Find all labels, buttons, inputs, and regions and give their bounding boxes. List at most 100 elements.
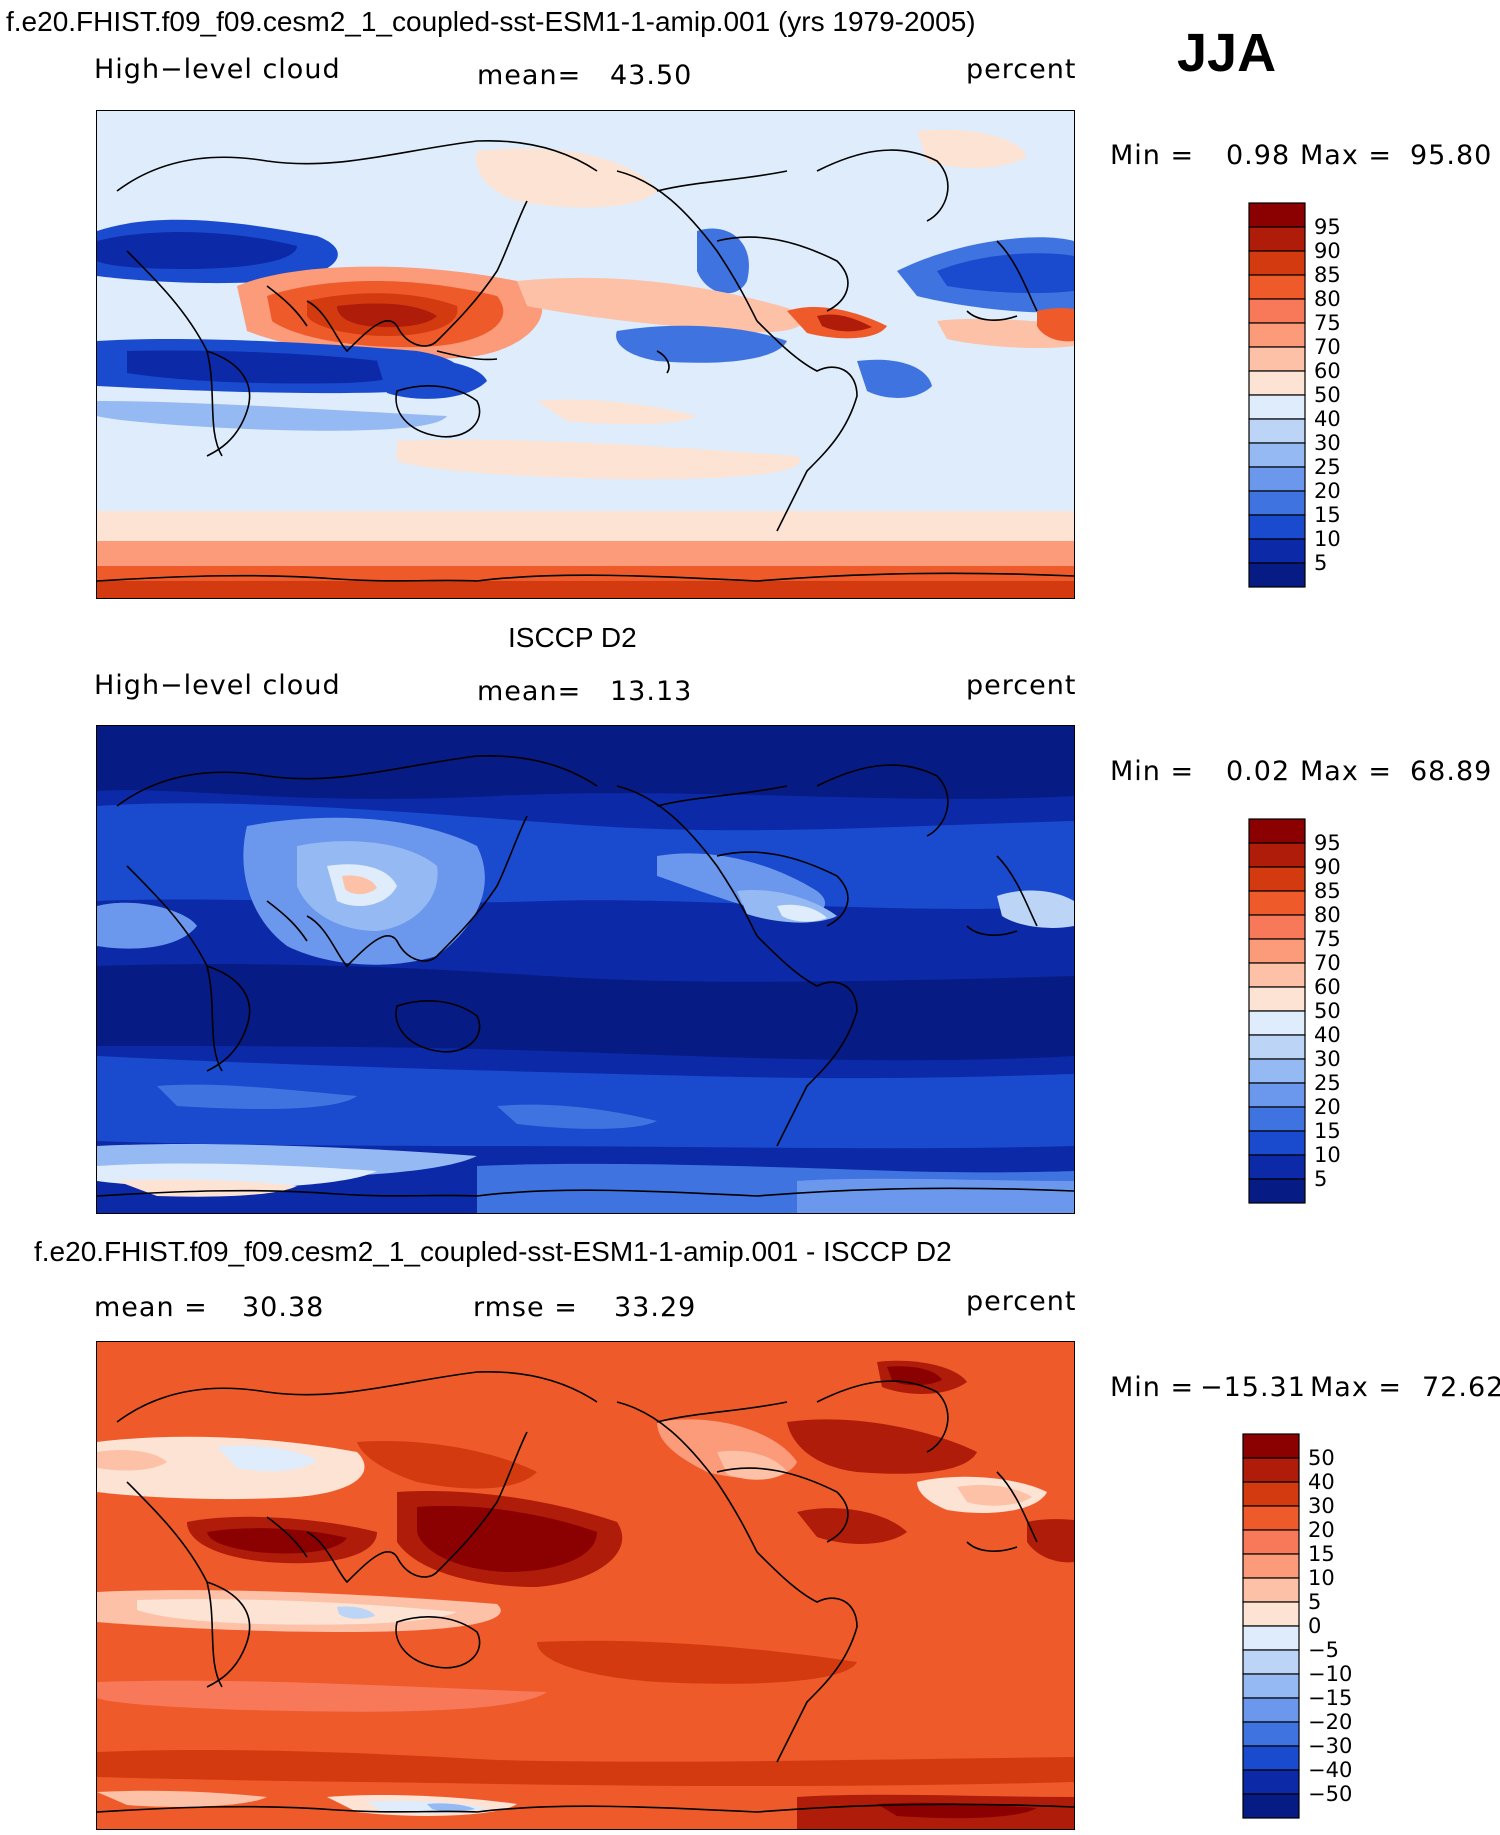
- panel2-mean-label: mean=: [477, 676, 582, 707]
- panel2-heading: ISCCP D2: [508, 622, 637, 653]
- colorbar-tick-label: −30: [1308, 1734, 1353, 1758]
- colorbar-swatch: [1242, 1793, 1300, 1819]
- colorbar-swatch: [1248, 818, 1306, 844]
- panel2-units: percent: [966, 670, 1077, 701]
- panel1-mean-value: 43.50: [610, 60, 693, 91]
- colorbar-swatch: [1242, 1721, 1300, 1747]
- colorbar-tick-label: 40: [1314, 1023, 1341, 1047]
- colorbar-swatch: [1248, 202, 1306, 228]
- colorbar-tick-label: 10: [1308, 1566, 1335, 1590]
- panel1-variable: High−level cloud: [94, 54, 341, 85]
- colorbar-swatch: [1242, 1481, 1300, 1507]
- panel3-max-label: Max =: [1310, 1372, 1403, 1403]
- colorbar-swatch: [1248, 938, 1306, 964]
- panel3-map-svg: [97, 1342, 1074, 1829]
- colorbar-swatch: [1242, 1577, 1300, 1603]
- colorbar-tick-label: 70: [1314, 335, 1341, 359]
- colorbar-tick-label: 60: [1314, 359, 1341, 383]
- panel1-mean-label: mean=: [477, 60, 582, 91]
- panel2-variable: High−level cloud: [94, 670, 341, 701]
- colorbar-tick-label: 20: [1314, 479, 1341, 503]
- colorbar-tick-label: −40: [1308, 1758, 1353, 1782]
- colorbar-swatch: [1248, 442, 1306, 468]
- colorbar-tick-label: 80: [1314, 903, 1341, 927]
- panel1-map: [96, 110, 1075, 599]
- colorbar-tick-label: 15: [1314, 1119, 1341, 1143]
- colorbar-tick-label: 60: [1314, 975, 1341, 999]
- colorbar-tick-label: 25: [1314, 1071, 1341, 1095]
- panel3-units: percent: [966, 1286, 1077, 1317]
- colorbar-swatch: [1242, 1505, 1300, 1531]
- panel3-max-value: 72.62: [1422, 1372, 1500, 1403]
- colorbar-swatch: [1242, 1625, 1300, 1651]
- panel2-min-label: Min =: [1110, 756, 1195, 787]
- colorbar-swatch: [1248, 370, 1306, 396]
- panel2-max-label: Max =: [1300, 756, 1393, 787]
- colorbar-swatch: [1248, 562, 1306, 588]
- colorbar-swatch: [1248, 1010, 1306, 1036]
- colorbar-swatch: [1248, 1034, 1306, 1060]
- colorbar-swatch: [1248, 1130, 1306, 1156]
- colorbar-tick-label: 90: [1314, 239, 1341, 263]
- colorbar-tick-label: 95: [1314, 831, 1341, 855]
- colorbar-swatch: [1248, 986, 1306, 1012]
- colorbar-tick-label: 30: [1314, 1047, 1341, 1071]
- colorbar-tick-label: 5: [1314, 551, 1328, 575]
- colorbar-tick-label: 30: [1308, 1494, 1335, 1518]
- colorbar-swatch: [1248, 538, 1306, 564]
- panel2-max-value: 68.89: [1410, 756, 1493, 787]
- panel2-map: [96, 725, 1075, 1214]
- colorbar-swatch: [1248, 274, 1306, 300]
- colorbar-swatch: [1248, 250, 1306, 276]
- colorbar-tick-label: 25: [1314, 455, 1341, 479]
- colorbar-tick-label: 80: [1314, 287, 1341, 311]
- panel1-min-value: 0.98: [1226, 140, 1291, 171]
- colorbar-tick-label: 70: [1314, 951, 1341, 975]
- colorbar-tick-label: 75: [1314, 927, 1341, 951]
- panel3-mean-value: 30.38: [242, 1292, 325, 1323]
- colorbar-tick-label: 5: [1314, 1167, 1328, 1191]
- colorbar-tick-label: 85: [1314, 879, 1341, 903]
- colorbar-tick-label: 5: [1308, 1590, 1322, 1614]
- colorbar-svg: [1248, 202, 1306, 588]
- colorbar-tick-label: 40: [1314, 407, 1341, 431]
- colorbar-swatch: [1248, 346, 1306, 372]
- colorbar-tick-label: −10: [1308, 1662, 1353, 1686]
- colorbar-tick-label: 85: [1314, 263, 1341, 287]
- panel2-mean-value: 13.13: [610, 676, 693, 707]
- colorbar-swatch: [1248, 866, 1306, 892]
- panel2-map-svg: [97, 726, 1074, 1213]
- panel2-min-value: 0.02: [1226, 756, 1291, 787]
- colorbar-swatch: [1248, 490, 1306, 516]
- colorbar-swatch: [1248, 298, 1306, 324]
- colorbar-swatch: [1248, 962, 1306, 988]
- figure-title: f.e20.FHIST.f09_f09.cesm2_1_coupled-sst-…: [6, 6, 976, 37]
- colorbar-svg: [1242, 1433, 1300, 1819]
- colorbar-swatch: [1242, 1745, 1300, 1771]
- colorbar-swatch: [1248, 1154, 1306, 1180]
- colorbar-tick-label: 10: [1314, 1143, 1341, 1167]
- colorbar-swatch: [1248, 1106, 1306, 1132]
- panel1-map-svg: [97, 111, 1074, 598]
- colorbar-swatch: [1248, 514, 1306, 540]
- panel1-max-label: Max =: [1300, 140, 1393, 171]
- colorbar-tick-label: 15: [1308, 1542, 1335, 1566]
- colorbar-swatch: [1242, 1433, 1300, 1459]
- colorbar-swatch: [1242, 1673, 1300, 1699]
- colorbar-swatch: [1242, 1457, 1300, 1483]
- panel1-max-value: 95.80: [1410, 140, 1493, 171]
- colorbar-swatch: [1242, 1601, 1300, 1627]
- colorbar-swatch: [1248, 890, 1306, 916]
- panel1-units: percent: [966, 54, 1077, 85]
- colorbar-tick-label: 50: [1314, 999, 1341, 1023]
- colorbar-swatch: [1242, 1649, 1300, 1675]
- colorbar-tick-label: 90: [1314, 855, 1341, 879]
- colorbar-tick-label: 0: [1308, 1614, 1322, 1638]
- colorbar-svg: [1248, 818, 1306, 1204]
- colorbar-swatch: [1248, 914, 1306, 940]
- colorbar-tick-label: 15: [1314, 503, 1341, 527]
- colorbar-tick-label: 20: [1314, 1095, 1341, 1119]
- colorbar-swatch: [1248, 1082, 1306, 1108]
- colorbar-swatch: [1248, 842, 1306, 868]
- colorbar-tick-label: −5: [1308, 1638, 1339, 1662]
